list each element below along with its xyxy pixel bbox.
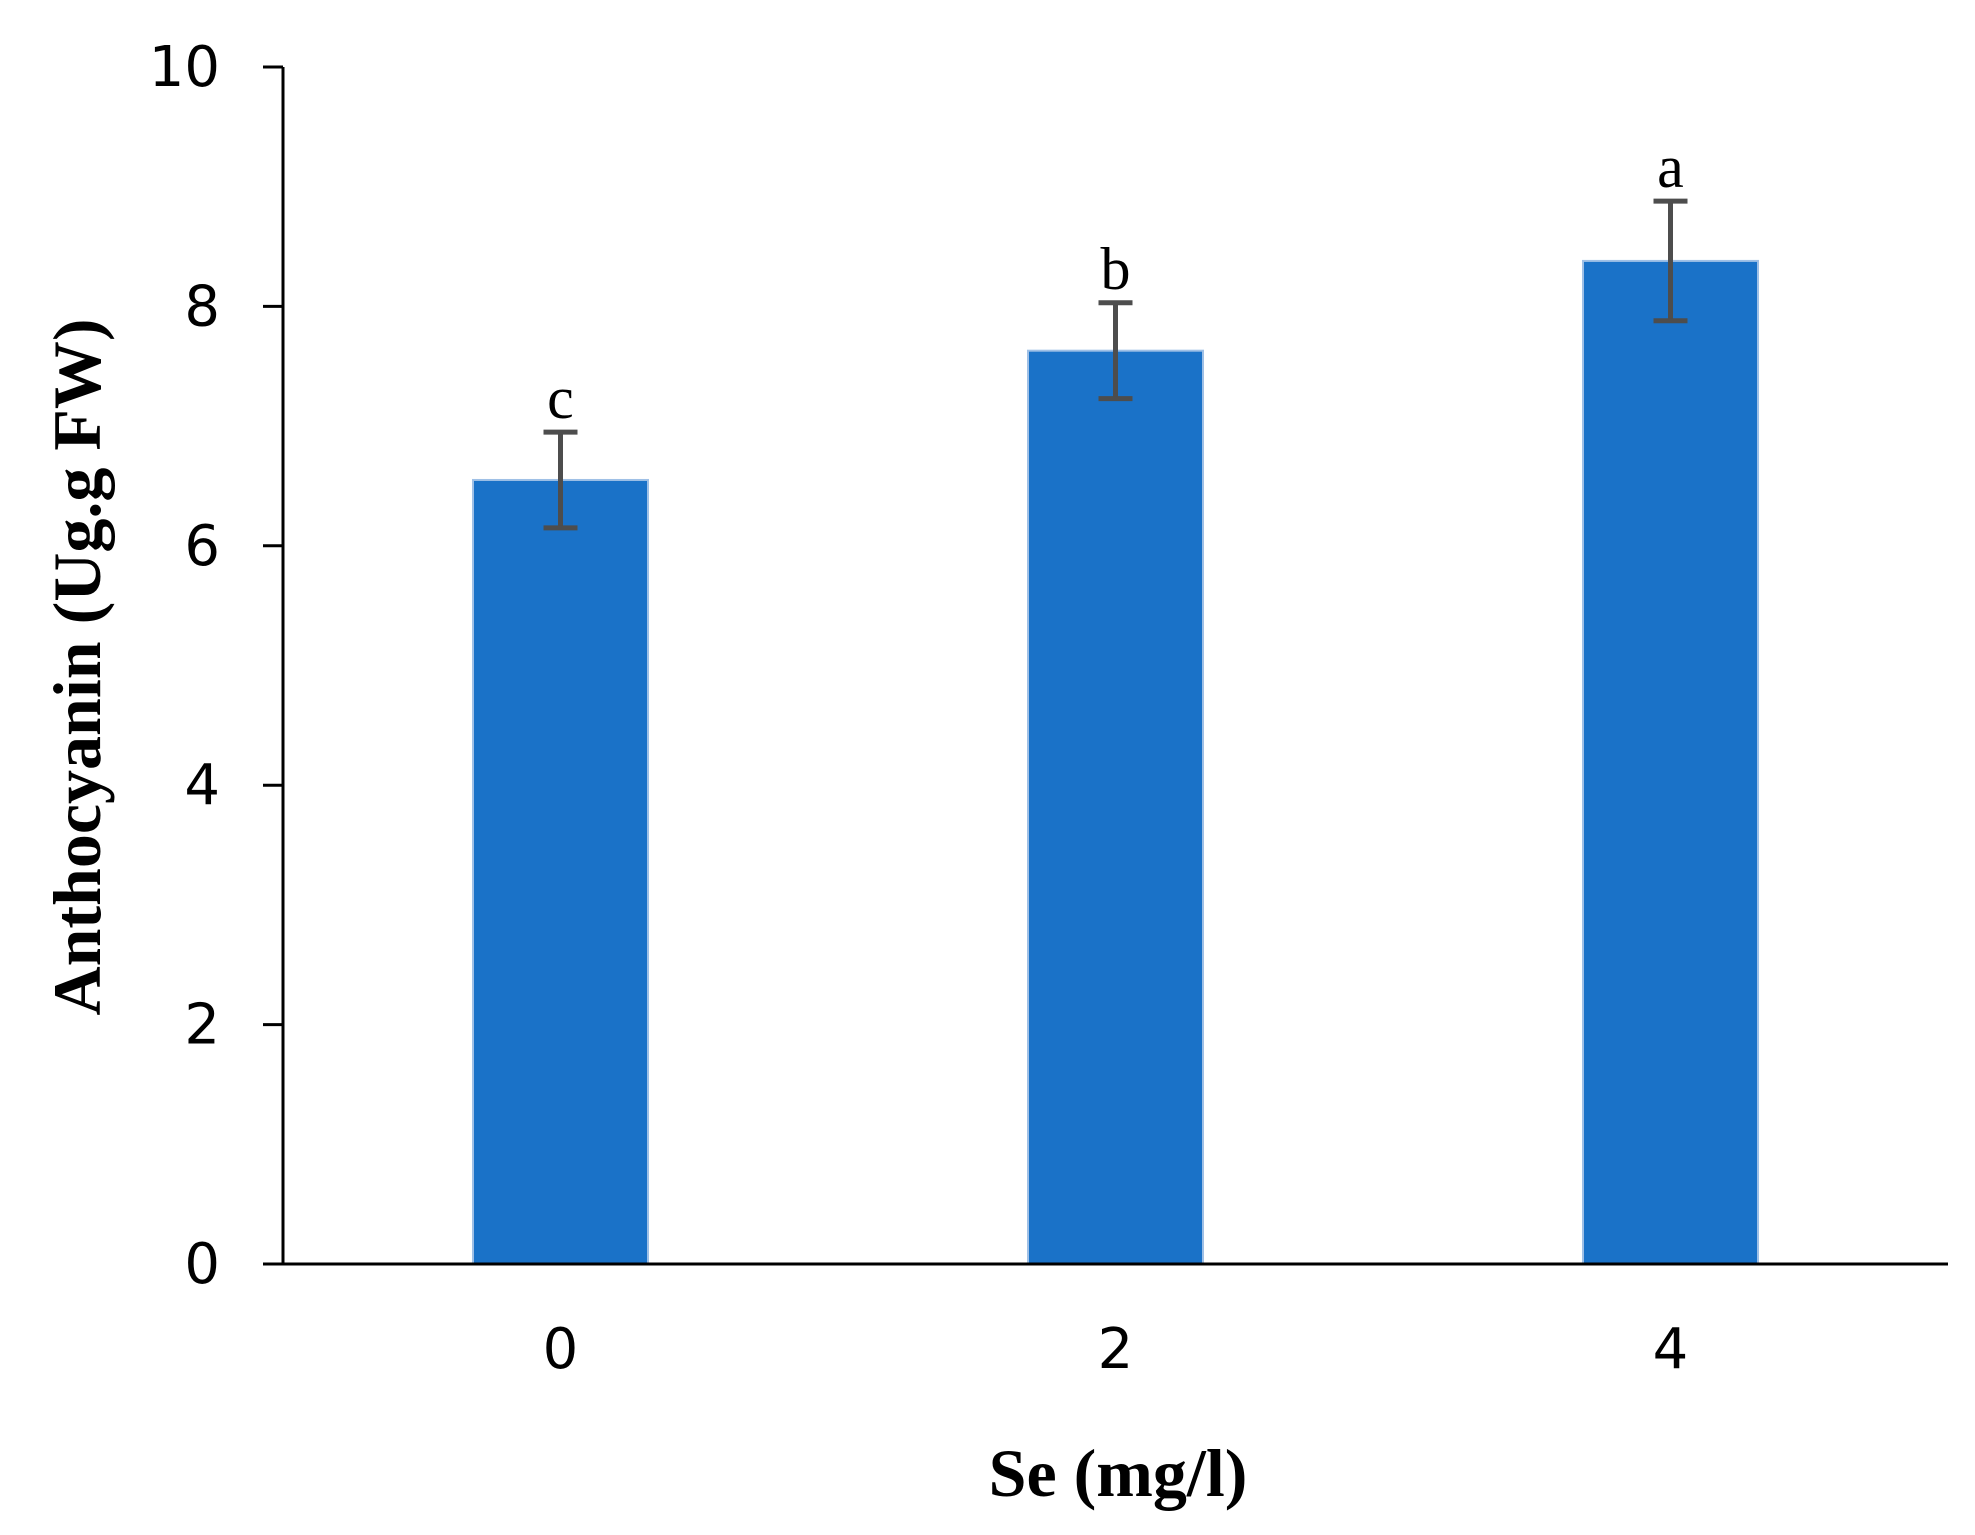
bar: [472, 478, 649, 1265]
bar: [1027, 349, 1204, 1265]
x-axis-ticks: 0 2 4: [543, 1317, 1689, 1382]
y-tick-label: 10: [149, 35, 220, 100]
y-tick-label: 4: [184, 753, 220, 818]
y-tick-label: 2: [184, 993, 220, 1058]
bars: [472, 259, 1759, 1265]
significance-label: c: [547, 365, 574, 431]
x-tick-label: 2: [1098, 1317, 1134, 1382]
y-tick-label: 8: [184, 274, 220, 339]
significance-label: b: [1101, 236, 1131, 302]
y-tick-label: 6: [184, 514, 220, 579]
significance-labels: c b a: [547, 134, 1684, 431]
x-tick-label: 0: [543, 1317, 579, 1382]
error-bars: [543, 198, 1688, 531]
y-axis-title: Anthocyanin (Ug.g FW): [39, 318, 115, 1015]
significance-label: a: [1657, 134, 1684, 200]
y-axis-ticks: 0 2 4 6 8 10: [149, 35, 283, 1297]
x-axis-title: Se (mg/l): [989, 1435, 1248, 1511]
x-tick-label: 4: [1653, 1317, 1689, 1382]
bar: [1582, 259, 1759, 1265]
y-tick-label: 0: [184, 1232, 220, 1297]
